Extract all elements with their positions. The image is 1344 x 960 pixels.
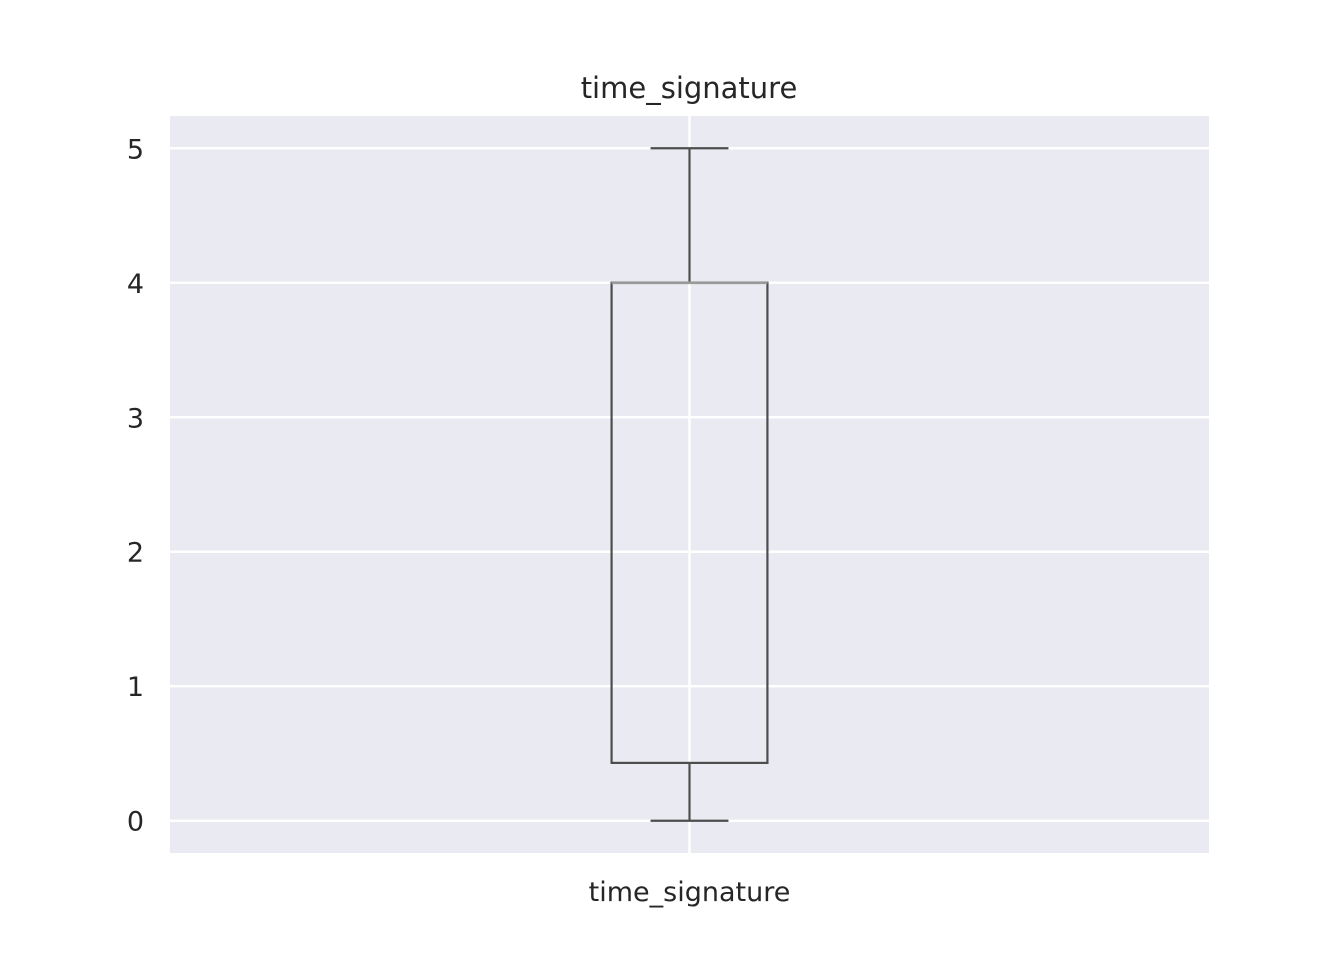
y-tick-label: 2 xyxy=(127,538,144,569)
y-tick-label: 4 xyxy=(127,269,144,300)
y-tick-label: 0 xyxy=(127,807,144,838)
box-layer xyxy=(610,147,769,822)
y-tick-label: 1 xyxy=(127,672,144,703)
chart-title: time_signature xyxy=(581,71,798,105)
y-tick-label: 5 xyxy=(127,134,144,165)
y-tick-label: 3 xyxy=(127,403,144,434)
tick-layer: 0 1 2 3 4 5 time_signature xyxy=(127,134,791,908)
x-category-label: time_signature xyxy=(589,877,791,908)
